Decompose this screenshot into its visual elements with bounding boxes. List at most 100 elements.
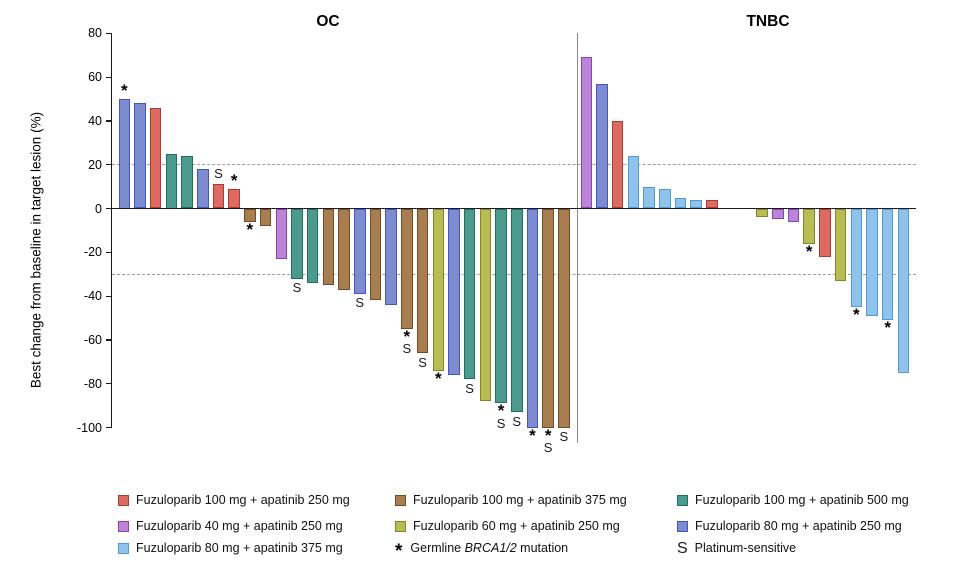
legend-label: Fuzuloparib 100 mg + apatinib 250 mg bbox=[136, 493, 350, 507]
brca-mutation-mark: * bbox=[497, 401, 505, 421]
bar-f100a250 bbox=[611, 120, 624, 209]
bar-f100a375 bbox=[338, 208, 350, 290]
y-tick bbox=[106, 383, 112, 385]
bar-f80a375 bbox=[866, 208, 878, 316]
legend-swatch-f60a250 bbox=[395, 520, 406, 532]
legend-item: Fuzuloparib 100 mg + apatinib 375 mg bbox=[395, 493, 627, 507]
y-tick-label: -20 bbox=[83, 245, 102, 260]
bar-f80a375 bbox=[850, 208, 863, 308]
bar-f80a250 bbox=[118, 99, 130, 209]
panel-divider bbox=[577, 33, 578, 443]
brca-mutation-mark: * bbox=[230, 170, 238, 190]
y-tick bbox=[106, 32, 112, 34]
bar-f80a250 bbox=[448, 208, 460, 375]
legend-swatch-f40a250 bbox=[118, 520, 129, 532]
bar-f40a250 bbox=[275, 208, 287, 259]
bar-f100a500 bbox=[291, 208, 303, 279]
y-tick-label: 60 bbox=[88, 70, 102, 85]
y-tick-label: 20 bbox=[88, 157, 102, 172]
brca-mutation-mark: * bbox=[544, 425, 552, 445]
bar-f100a375 bbox=[542, 208, 554, 428]
bar-f80a375 bbox=[881, 208, 894, 321]
legend-label: Fuzuloparib 40 mg + apatinib 250 mg bbox=[136, 519, 343, 533]
brca-mutation-mark: * bbox=[529, 425, 536, 445]
legend-label: Fuzuloparib 80 mg + apatinib 375 mg bbox=[136, 541, 343, 555]
y-tick-label: 0 bbox=[95, 201, 102, 216]
y-tick bbox=[106, 339, 112, 341]
platinum-sensitive-mark: S bbox=[465, 380, 474, 396]
bar-f80a250 bbox=[354, 208, 366, 294]
y-tick-label: -60 bbox=[83, 332, 102, 347]
y-tick-label: -40 bbox=[83, 289, 102, 304]
bar-f100a500 bbox=[511, 208, 523, 413]
legend-item: Fuzuloparib 40 mg + apatinib 250 mg bbox=[118, 519, 343, 533]
y-tick bbox=[106, 164, 112, 166]
brca-mutation-mark: * bbox=[805, 241, 813, 261]
legend-label: Fuzuloparib 100 mg + apatinib 500 mg bbox=[695, 493, 909, 507]
y-tick bbox=[106, 251, 112, 253]
bar-f80a375 bbox=[627, 155, 640, 209]
bar-f100a375 bbox=[401, 208, 413, 329]
bar-f40a250 bbox=[787, 208, 800, 222]
brca-mutation-mark: * bbox=[403, 326, 411, 346]
bar-f100a375 bbox=[416, 208, 429, 354]
legend-swatch-f100a375 bbox=[395, 494, 406, 506]
y-tick-label: 80 bbox=[88, 26, 102, 41]
bar-f100a500 bbox=[306, 208, 319, 283]
legend-swatch-f100a500 bbox=[677, 494, 688, 506]
bar-f100a375 bbox=[322, 208, 335, 286]
zero-line bbox=[112, 207, 916, 210]
bar-f80a375 bbox=[659, 188, 671, 209]
y-axis-line bbox=[110, 33, 112, 428]
y-tick bbox=[106, 426, 112, 429]
brca-mutation-mark: * bbox=[246, 219, 254, 239]
platinum-sensitive-mark: S bbox=[512, 413, 522, 429]
legend-item: Fuzuloparib 100 mg + apatinib 500 mg bbox=[677, 493, 909, 507]
bar-f100a250 bbox=[149, 107, 162, 209]
reference-line-20 bbox=[112, 164, 916, 166]
platinum-sensitive-mark: S bbox=[292, 280, 302, 296]
bar-f60a250 bbox=[834, 208, 847, 281]
legend-label: Germline BRCA1/2 mutation bbox=[410, 541, 569, 555]
bar-f80a375 bbox=[897, 208, 910, 373]
brca-legend-mark: * bbox=[395, 541, 403, 562]
legend-label: Fuzuloparib 80 mg + apatinib 250 mg bbox=[695, 519, 902, 533]
legend-swatch-f80a250 bbox=[677, 520, 688, 532]
panel-title-oc: OC bbox=[316, 13, 340, 30]
bar-f100a500 bbox=[495, 208, 507, 404]
platinum-legend-mark: S bbox=[677, 539, 688, 557]
bar-f100a250 bbox=[212, 184, 225, 209]
y-tick-label: -100 bbox=[76, 420, 102, 435]
brca-mutation-mark: * bbox=[120, 81, 128, 100]
bar-f100a500 bbox=[463, 208, 476, 380]
bar-f60a250 bbox=[756, 208, 768, 218]
legend-swatch-f100a250 bbox=[118, 494, 129, 506]
y-tick bbox=[106, 207, 112, 210]
y-tick-label: -80 bbox=[83, 376, 102, 391]
bar-f80a250 bbox=[385, 208, 397, 305]
brca-mutation-mark: * bbox=[434, 368, 442, 388]
y-tick bbox=[106, 76, 112, 78]
brca-mutation-mark: * bbox=[852, 305, 860, 325]
bar-f100a500 bbox=[181, 155, 193, 209]
y-tick bbox=[106, 295, 112, 297]
legend-item: * Germline BRCA1/2 mutation bbox=[395, 541, 569, 562]
bar-f60a250 bbox=[479, 208, 492, 402]
legend-item: S Platinum-sensitive bbox=[677, 539, 797, 557]
legend-item: Fuzuloparib 100 mg + apatinib 250 mg bbox=[118, 493, 350, 507]
y-tick bbox=[106, 120, 112, 122]
bar-f60a250 bbox=[803, 208, 815, 244]
bar-f80a250 bbox=[134, 103, 146, 209]
bar-f100a250 bbox=[819, 208, 831, 257]
platinum-sensitive-mark: S bbox=[496, 415, 506, 431]
brca-mutation-mark: * bbox=[884, 318, 891, 338]
bar-f100a375 bbox=[369, 208, 382, 301]
bar-f60a250 bbox=[432, 208, 444, 371]
bar-f100a500 bbox=[165, 153, 178, 209]
platinum-sensitive-mark: S bbox=[214, 166, 223, 182]
bar-f40a250 bbox=[580, 57, 592, 209]
platinum-sensitive-mark: S bbox=[355, 295, 365, 311]
legend-label: Platinum-sensitive bbox=[694, 541, 797, 555]
